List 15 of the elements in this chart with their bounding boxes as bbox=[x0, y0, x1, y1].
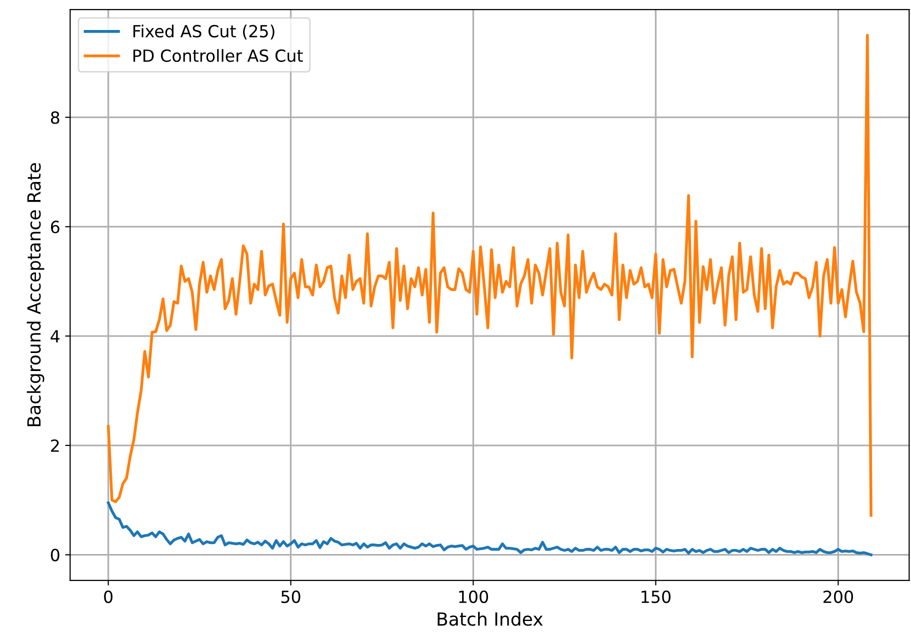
x-tick-label: 200 bbox=[824, 590, 853, 604]
x-tick-label: 50 bbox=[281, 590, 300, 604]
legend-label: PD Controller AS Cut bbox=[133, 49, 303, 62]
y-tick-label: 4 bbox=[50, 330, 60, 342]
y-tick-label: 2 bbox=[51, 439, 59, 452]
line-series bbox=[106, 501, 872, 556]
x-axis-title: Batch Index bbox=[438, 612, 543, 626]
x-tick-label: 0 bbox=[104, 590, 112, 604]
y-tick-label: 8 bbox=[50, 111, 60, 124]
legend-label: Fixed AS Cut (25) bbox=[133, 24, 274, 40]
x-tick-label: 150 bbox=[642, 590, 671, 604]
y-tick-label: 0 bbox=[50, 548, 60, 562]
y-tick-label: 6 bbox=[50, 220, 60, 234]
x-tick-label: 100 bbox=[459, 590, 488, 604]
y-axis-title: Background Acceptance Rate bbox=[26, 163, 44, 426]
